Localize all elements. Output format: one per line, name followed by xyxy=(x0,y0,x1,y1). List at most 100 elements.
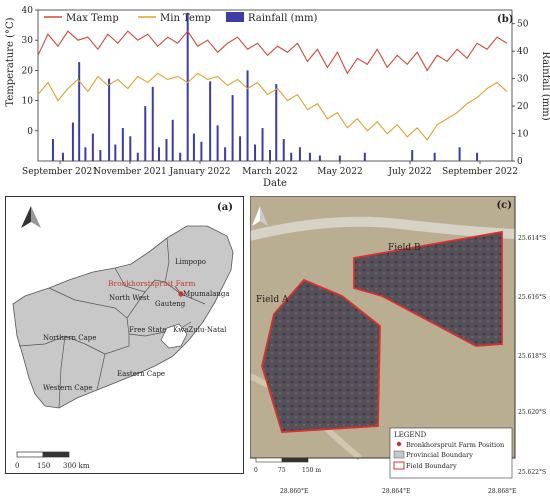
scale-c-tick-0: 0 xyxy=(254,467,258,474)
rainfall-bar-27 xyxy=(254,144,257,161)
rainfall-bar-6 xyxy=(99,150,102,161)
field-a-label: Field A xyxy=(256,295,289,305)
label-eastern-cape: Eastern Cape xyxy=(117,370,165,378)
rainfall-bar-37 xyxy=(363,152,366,161)
legend-title: LEGEND xyxy=(394,431,427,439)
rainfall-bar-13 xyxy=(151,86,154,161)
legend-field: Field Boundary xyxy=(406,462,457,470)
rainfall-bar-20 xyxy=(200,141,203,161)
rainfall-bar-7 xyxy=(108,78,111,161)
map-c-frame xyxy=(250,196,516,459)
left-tick-label-4: 40 xyxy=(22,6,34,16)
right-tick-label-2: 20 xyxy=(517,102,529,112)
rainfall-bar-30 xyxy=(275,84,278,161)
scale-a-tick-1: 150 xyxy=(37,462,50,470)
rainfall-bar-33 xyxy=(298,147,301,161)
y-axis-label-left: Temperature (°C) xyxy=(5,17,16,106)
north-arrow-icon xyxy=(21,206,41,228)
legend-rainfall: Rainfall (mm) xyxy=(248,13,317,24)
field-b-polygon xyxy=(353,230,503,347)
right-tick-label-5: 50 xyxy=(517,20,529,30)
temperature-lines xyxy=(37,30,508,141)
map-legend: LEGEND Bronkhorspruit Farm Position Prov… xyxy=(389,427,513,479)
lat-label-3: 25.618°S xyxy=(518,353,546,360)
panel-label-b: (b) xyxy=(497,14,513,25)
provincial-boundaries xyxy=(18,237,206,409)
x-tick-label-6: September 2022 xyxy=(442,167,518,177)
rainfall-bar-11 xyxy=(136,152,139,161)
left-tick-label-3: 30 xyxy=(22,36,34,46)
field-b-label: Field B xyxy=(388,243,421,253)
rainfall-bar-16 xyxy=(171,119,174,161)
left-tick-label-0: 0 xyxy=(27,127,33,137)
x-axis-label: Date xyxy=(263,178,287,189)
rainfall-bar-15 xyxy=(165,139,168,161)
rainfall-bar-12 xyxy=(144,106,147,161)
plot-frame xyxy=(37,9,513,162)
label-northern-cape: Northern Cape xyxy=(43,334,96,342)
scale-bar-a: 0 150 300 km xyxy=(15,451,90,470)
min-temp-line xyxy=(37,72,508,141)
lat-label-4: 25.620°S xyxy=(518,409,546,416)
rainfall-bar-3 xyxy=(78,62,81,161)
farm-marker-icon xyxy=(178,291,184,297)
label-mpumalanga: Mpumalanga xyxy=(183,290,230,298)
label-western-cape: Western Cape xyxy=(43,384,93,392)
rainfall-bar-41 xyxy=(476,152,479,161)
road-strip xyxy=(250,216,516,241)
right-tick-label-4: 40 xyxy=(517,47,529,57)
lesotho-hole xyxy=(160,323,188,349)
legend-min-temp: Min Temp xyxy=(160,13,211,24)
rainfall-bar-9 xyxy=(121,128,124,161)
x-tick-label-1: November 2021 xyxy=(93,167,166,177)
x-tick-label-0: September 2021 xyxy=(22,167,98,177)
rainfall-bar-23 xyxy=(224,147,227,161)
left-tick-label-1: 10 xyxy=(22,97,34,107)
x-tick-label-2: January 2022 xyxy=(168,167,230,177)
farm-label: Bronkhorstspruit Farm xyxy=(108,279,196,288)
scale-a-tick-0: 0 xyxy=(15,462,19,470)
x-tick-label-5: July 2022 xyxy=(387,167,431,177)
rainfall-bar-17 xyxy=(179,152,182,161)
legend-max-temp: Max Temp xyxy=(66,13,119,24)
rainfall-bar-22 xyxy=(216,125,219,161)
rainfall-bar-18 xyxy=(186,12,189,162)
north-arrow-icon xyxy=(252,206,268,226)
legend-province: Provincial Boundary xyxy=(406,451,473,459)
rainfall-bars xyxy=(51,12,479,162)
legend-swatch-rain xyxy=(226,12,244,22)
rainfall-bar-2 xyxy=(71,122,74,161)
rainfall-bar-21 xyxy=(209,81,212,161)
chart-legend: Max Temp Min Temp Rainfall (mm) xyxy=(44,12,317,24)
climate-chart: 0 10 20 30 40 0 10 20 30 40 50 September 2021Nove… xyxy=(5,6,550,189)
right-axis-ticks: 0 10 20 30 40 50 xyxy=(512,20,529,167)
label-north-west: North West xyxy=(109,294,150,302)
field-map: Field B Field A (c) 25.614°S 25.616°S 25… xyxy=(250,196,546,495)
rainfall-bar-4 xyxy=(84,147,87,161)
scale-c-tick-2: 150 m xyxy=(302,467,321,474)
rainfall-bar-38 xyxy=(411,150,414,161)
lon-label-3: 28.868°E xyxy=(488,488,516,495)
rainfall-bar-26 xyxy=(246,70,249,161)
scale-a-tick-2: 300 km xyxy=(63,462,90,470)
right-tick-label-1: 10 xyxy=(517,130,529,140)
legend-field-swatch xyxy=(393,461,405,470)
max-temp-line xyxy=(37,30,508,75)
rainfall-bar-40 xyxy=(458,147,461,161)
lon-label-2: 28.864°E xyxy=(382,488,410,495)
scale-c-tick-1: 75 xyxy=(278,467,286,474)
south-africa-map: (a) Bronkhorstspruit Farm Limpopo Mpumal… xyxy=(5,196,244,474)
rainfall-bar-14 xyxy=(157,147,160,161)
y-axis-label-right: Rainfall (mm) xyxy=(540,51,550,120)
lat-label-2: 25.616°S xyxy=(518,294,546,301)
rainfall-bar-25 xyxy=(239,136,242,161)
rainfall-bar-10 xyxy=(129,136,132,161)
rainfall-bar-29 xyxy=(269,150,272,161)
panel-label-c: (c) xyxy=(496,200,512,211)
right-tick-label-0: 0 xyxy=(517,157,523,167)
label-gauteng: Gauteng xyxy=(155,300,186,308)
panel-label-a: (a) xyxy=(217,202,233,213)
x-tick-label-3: March 2022 xyxy=(242,167,298,177)
label-free-state: Free State xyxy=(129,326,166,334)
